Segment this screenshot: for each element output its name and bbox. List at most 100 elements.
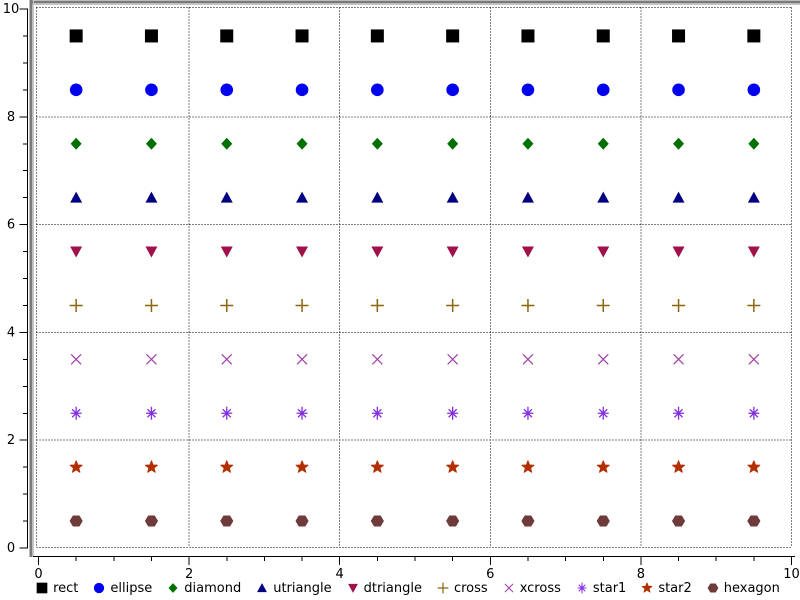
marker-star1 xyxy=(673,406,685,420)
marker-dtriangle xyxy=(347,583,358,593)
marker-star2 xyxy=(521,460,535,473)
marker-ellipse xyxy=(596,83,610,97)
legend-label: diamond xyxy=(184,580,242,596)
marker-diamond xyxy=(296,137,308,150)
marker-star2 xyxy=(596,460,610,473)
marker-cross xyxy=(521,298,535,312)
y-tick-label: 8 xyxy=(7,110,15,125)
legend-marker-star1-icon xyxy=(577,582,587,594)
marker-cross xyxy=(672,298,686,312)
marker-diamond xyxy=(145,137,157,150)
marker-ellipse xyxy=(145,83,158,97)
marker-rect xyxy=(220,29,234,43)
legend-label: hexagon xyxy=(723,580,780,596)
marker-cross xyxy=(69,298,83,312)
marker-star1 xyxy=(145,406,157,420)
marker-star1 xyxy=(70,406,82,420)
marker-xcross xyxy=(146,353,157,365)
y-tick-label: 0 xyxy=(7,541,15,556)
marker-hexagon xyxy=(596,515,610,527)
legend-marker-xcross-icon xyxy=(504,583,514,593)
marker-rect xyxy=(446,29,460,43)
marker-star2 xyxy=(370,460,384,473)
x-tick-label: 8 xyxy=(637,567,645,582)
marker-cross xyxy=(596,298,610,312)
marker-diamond xyxy=(597,137,609,150)
x-tick-label: 2 xyxy=(185,567,193,582)
legend-marker-star2-icon xyxy=(641,582,653,593)
legend-label: rect xyxy=(53,580,79,596)
marker-hexagon xyxy=(707,583,719,593)
marker-utriangle xyxy=(296,191,309,203)
marker-utriangle xyxy=(70,191,83,203)
legend-item-xcross: xcross xyxy=(501,580,561,596)
marker-dtriangle xyxy=(145,246,158,258)
marker-diamond xyxy=(522,137,534,150)
marker-dtriangle xyxy=(70,246,83,258)
marker-dtriangle xyxy=(672,246,685,258)
marker-star2 xyxy=(144,460,158,473)
marker-hexagon xyxy=(295,515,309,527)
legend-marker-hexagon-icon xyxy=(707,583,719,593)
marker-rect xyxy=(672,29,686,43)
marker-dtriangle xyxy=(296,246,309,258)
legend-marker-diamond-icon xyxy=(168,583,178,593)
marker-rect xyxy=(521,29,535,43)
marker-rect xyxy=(596,29,610,43)
marker-dtriangle xyxy=(220,246,233,258)
y-tick-label: 2 xyxy=(7,433,15,448)
marker-utriangle xyxy=(220,191,233,203)
legend-item-hexagon: hexagon xyxy=(705,580,780,596)
marker-xcross xyxy=(748,353,760,365)
marker-rect xyxy=(144,29,158,43)
marker-xcross xyxy=(673,353,684,365)
marker-cross xyxy=(295,298,309,312)
marker-dtriangle xyxy=(371,246,384,258)
legend-marker-rect-icon xyxy=(36,582,48,594)
legend-item-star2: star2 xyxy=(639,580,692,596)
legend-label: xcross xyxy=(519,580,561,596)
marker-diamond xyxy=(371,137,383,150)
marker-ellipse xyxy=(446,83,459,97)
marker-rect xyxy=(69,29,83,43)
marker-diamond xyxy=(168,583,178,593)
marker-cross xyxy=(220,298,234,312)
marker-hexagon xyxy=(446,515,460,527)
legend-label: cross xyxy=(453,580,488,596)
marker-hexagon xyxy=(69,515,83,527)
marker-hexagon xyxy=(672,515,686,527)
marker-dtriangle xyxy=(521,246,534,258)
legend-marker-ellipse-icon xyxy=(94,582,105,594)
marker-xcross xyxy=(371,353,383,365)
marker-utriangle xyxy=(747,191,760,203)
legend-item-dtriangle: dtriangle xyxy=(345,580,422,596)
marker-cross xyxy=(747,298,761,312)
marker-star1 xyxy=(597,406,609,420)
marker-star2 xyxy=(641,582,653,593)
marker-star1 xyxy=(447,406,459,420)
marker-xcross xyxy=(221,353,233,365)
marker-hexagon xyxy=(370,515,384,527)
legend-label: utriangle xyxy=(273,580,332,596)
legend-marker-cross-icon xyxy=(437,582,449,594)
marker-star2 xyxy=(220,460,234,473)
marker-ellipse xyxy=(295,83,309,97)
marker-star1 xyxy=(522,406,534,420)
marker-xcross xyxy=(504,583,514,593)
marker-star2 xyxy=(747,460,761,473)
marker-diamond xyxy=(221,137,233,150)
marker-star1 xyxy=(296,406,308,420)
legend-label: dtriangle xyxy=(363,580,422,596)
marker-star1 xyxy=(221,406,233,420)
marker-ellipse xyxy=(220,83,234,97)
marker-rect xyxy=(747,29,761,43)
marker-ellipse xyxy=(747,83,761,97)
marker-ellipse xyxy=(94,582,105,594)
marker-star2 xyxy=(69,460,83,473)
marker-diamond xyxy=(70,137,82,150)
x-tick-label: 10 xyxy=(783,567,800,582)
legend: rect ellipse diamond utriangle dtriangle cros… xyxy=(0,577,800,599)
marker-utriangle xyxy=(257,583,268,593)
